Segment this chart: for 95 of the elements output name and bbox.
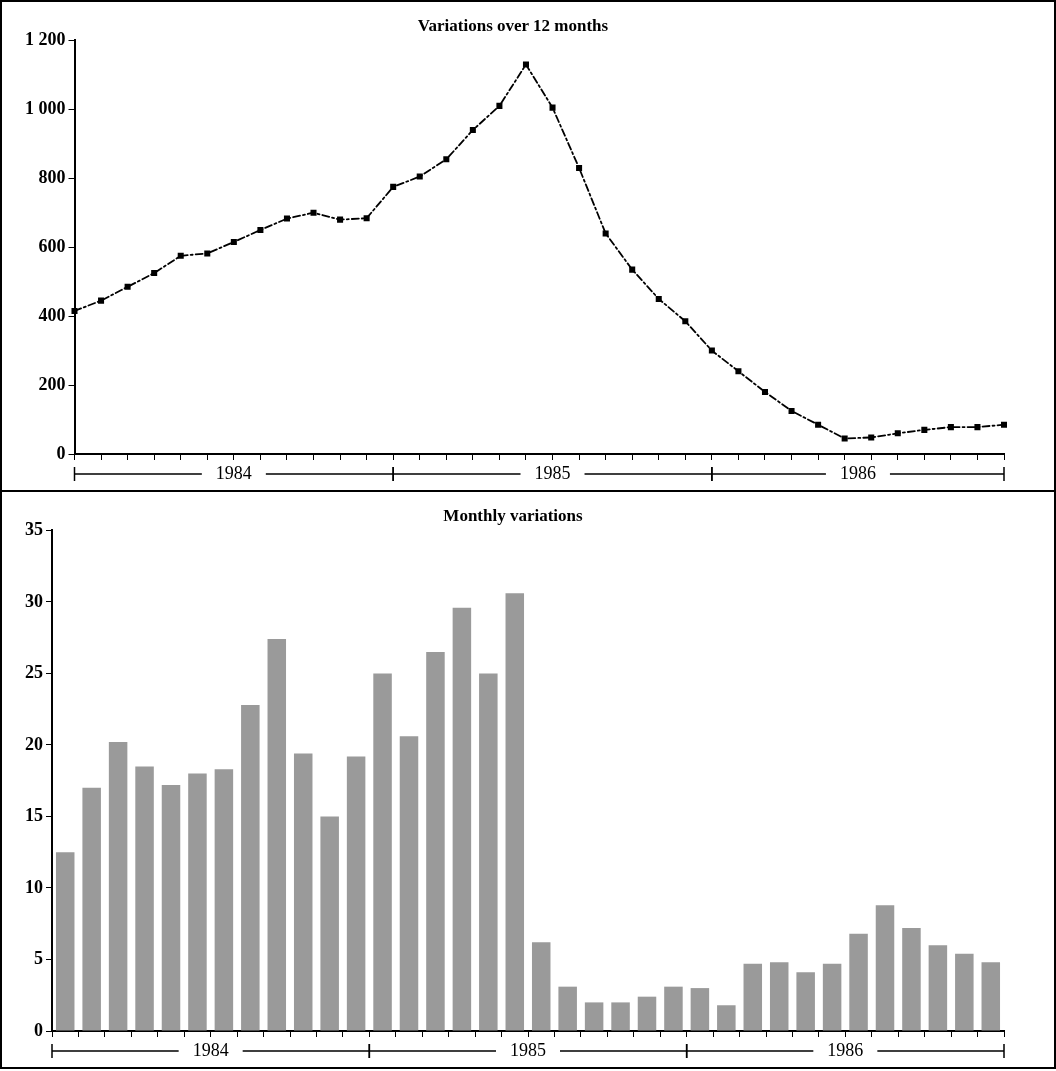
bar <box>796 972 815 1031</box>
bar <box>822 963 842 1031</box>
point <box>655 295 662 302</box>
point <box>98 297 105 304</box>
point <box>151 270 158 277</box>
bar <box>690 988 710 1031</box>
y-tick-label: 600 <box>38 235 66 256</box>
point <box>974 424 981 431</box>
point <box>177 252 184 259</box>
bar <box>531 942 551 1031</box>
chart-title: Monthly variations <box>443 505 584 525</box>
y-tick-label: 0 <box>34 1019 43 1040</box>
bar <box>399 736 419 1031</box>
text: 1985 <box>510 1039 546 1060</box>
point <box>71 307 78 314</box>
bar <box>558 986 577 1031</box>
point <box>708 347 715 354</box>
point <box>230 239 237 246</box>
bar <box>955 953 974 1031</box>
bar <box>161 784 181 1031</box>
point <box>549 104 556 111</box>
bar <box>611 1002 630 1031</box>
point <box>788 407 795 414</box>
y-tick-label: 35 <box>25 519 43 540</box>
point <box>283 215 290 222</box>
bar <box>55 852 75 1031</box>
point <box>496 102 503 109</box>
text: 1984 <box>192 1039 229 1060</box>
point <box>576 164 583 171</box>
y-tick-label: 5 <box>34 948 43 969</box>
y-tick-label: 10 <box>25 876 43 897</box>
y-tick-label: 20 <box>25 733 43 754</box>
point <box>921 426 928 433</box>
point <box>894 430 901 437</box>
point <box>522 61 529 68</box>
point <box>841 435 848 442</box>
point <box>337 216 344 223</box>
bar <box>981 962 1001 1031</box>
y-tick-label: 30 <box>25 590 43 611</box>
bar <box>584 1002 604 1031</box>
point <box>735 368 742 375</box>
chart-title: Variations over 12 months <box>417 15 609 35</box>
point <box>682 318 689 325</box>
bar <box>320 816 339 1031</box>
point <box>310 209 317 216</box>
text: 1986 <box>839 462 876 483</box>
bar <box>267 639 287 1031</box>
point <box>416 173 423 180</box>
bar <box>452 607 472 1031</box>
bar <box>505 593 525 1031</box>
bar <box>373 673 392 1031</box>
bar <box>135 766 154 1031</box>
text: 1984 <box>215 462 252 483</box>
bar <box>637 996 657 1031</box>
y-tick-label: 0 <box>56 442 66 463</box>
point <box>629 266 636 273</box>
bar <box>902 928 921 1031</box>
point <box>761 388 769 395</box>
bar <box>108 742 128 1031</box>
point <box>204 250 211 257</box>
y-tick-label: 800 <box>38 166 66 187</box>
text: 1986 <box>827 1039 864 1060</box>
bar <box>188 773 207 1031</box>
point <box>390 183 397 190</box>
point <box>602 230 609 237</box>
bar <box>769 962 789 1031</box>
point <box>363 215 370 222</box>
bar <box>849 933 868 1031</box>
point <box>815 421 822 428</box>
bar <box>743 963 763 1031</box>
y-tick-label: 1 200 <box>25 29 66 50</box>
bar <box>346 756 366 1031</box>
point <box>124 283 131 290</box>
bar <box>214 769 234 1031</box>
bar <box>241 704 260 1031</box>
bar <box>928 945 948 1031</box>
y-tick-label: 400 <box>38 304 66 325</box>
point <box>1000 421 1008 428</box>
y-tick-label: 15 <box>25 805 43 826</box>
point <box>257 226 264 233</box>
point <box>443 156 450 163</box>
text: 1985 <box>534 462 571 483</box>
y-tick-label: 25 <box>25 662 43 683</box>
point <box>947 424 954 431</box>
bar <box>875 905 895 1031</box>
y-tick-label: 200 <box>38 373 66 394</box>
bar <box>82 787 101 1031</box>
bar <box>479 673 498 1031</box>
bar <box>717 1005 736 1031</box>
bar <box>664 986 683 1031</box>
point <box>868 434 875 441</box>
bar <box>426 651 445 1031</box>
y-tick-label: 1 000 <box>25 97 66 118</box>
bar <box>293 753 313 1031</box>
point <box>469 126 476 134</box>
